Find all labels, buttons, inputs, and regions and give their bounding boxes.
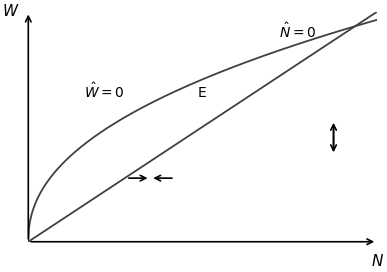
Text: $\hat{W}=0$: $\hat{W}=0$ xyxy=(84,82,125,101)
Text: N: N xyxy=(372,254,383,269)
Text: $\hat{N}=0$: $\hat{N}=0$ xyxy=(279,22,317,41)
Text: E: E xyxy=(197,86,206,100)
Text: W: W xyxy=(3,4,18,19)
